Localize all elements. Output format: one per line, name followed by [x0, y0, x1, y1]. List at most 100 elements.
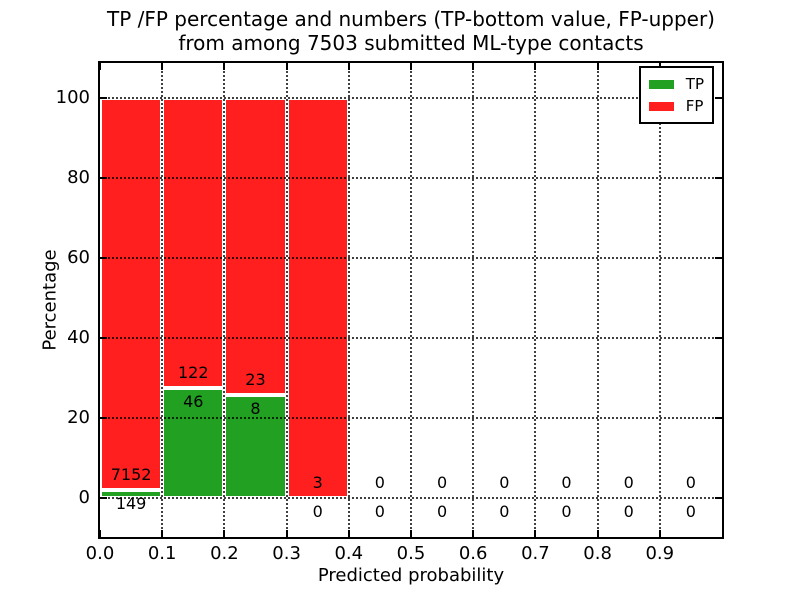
x-tick-top: [223, 63, 226, 70]
y-tick-label: 60: [67, 247, 90, 268]
fp-count-label: 0: [437, 473, 448, 492]
y-tick-label: 0: [78, 487, 90, 508]
x-tick-bottom: [285, 530, 288, 537]
y-tick-right: [715, 257, 722, 259]
y-tick-left: [100, 97, 107, 99]
bar-tp-segment: [224, 394, 287, 498]
x-tick-bottom: [472, 530, 475, 537]
gridline-vertical: [285, 63, 288, 537]
tp-count-label: 0: [437, 502, 448, 521]
tp-count-label: 46: [183, 392, 204, 412]
gridline-vertical: [534, 63, 537, 537]
bar-fp-segment: [286, 98, 349, 498]
gridline-vertical: [410, 63, 412, 537]
x-tick-bottom: [161, 530, 164, 537]
legend-swatch-tp-icon: [648, 79, 674, 89]
y-tick-right: [715, 337, 722, 339]
y-tick-left: [100, 497, 107, 499]
x-tick-bottom: [410, 530, 412, 537]
x-tick-label: 0.5: [396, 543, 426, 564]
chart-title-line1: TP /FP percentage and numbers (TP-bottom…: [107, 7, 715, 31]
x-tick-label: 0.9: [645, 543, 675, 564]
gridline-horizontal: [100, 417, 722, 419]
x-tick-label: 0.3: [272, 543, 301, 564]
x-tick-top: [347, 63, 350, 70]
plot-frame: [98, 61, 724, 539]
fp-count-label: 0: [561, 473, 572, 492]
legend-entry-tp: TP: [648, 73, 704, 95]
tp-count-label: 0: [623, 502, 634, 521]
x-tick-top: [472, 63, 475, 70]
legend: TP FP: [638, 66, 714, 124]
gridline-horizontal: [100, 337, 722, 339]
gridline-horizontal: [100, 497, 722, 499]
bar-tp-segment: [162, 388, 225, 498]
fp-count-label: 122: [178, 363, 209, 383]
tp-count-label: 0: [561, 502, 572, 521]
x-tick-bottom: [99, 530, 101, 537]
tp-count-label: 0: [312, 502, 323, 521]
gridline-vertical: [472, 63, 475, 537]
y-tick-left: [100, 177, 107, 179]
y-tick-right: [715, 497, 722, 499]
x-tick-bottom: [658, 530, 661, 537]
tp-count-label: 149: [115, 493, 147, 513]
legend-entry-fp: FP: [648, 95, 704, 117]
y-tick-label: 100: [55, 87, 90, 108]
y-tick-right: [715, 97, 722, 99]
x-tick-top: [596, 63, 599, 70]
tp-count-label: 0: [374, 502, 385, 521]
fp-count-label: 0: [623, 473, 634, 492]
tp-count-label: 0: [499, 502, 510, 521]
y-tick-label: 40: [67, 327, 90, 348]
x-tick-label: 0.0: [85, 543, 115, 564]
gridline-horizontal: [100, 257, 722, 259]
x-tick-label: 0.8: [583, 543, 612, 564]
tp-count-label: 0: [685, 502, 696, 521]
legend-label-fp: FP: [685, 96, 704, 115]
y-tick-label: 80: [67, 167, 90, 188]
bar-fp-segment: [100, 98, 163, 490]
y-tick-left: [100, 417, 107, 419]
x-tick-bottom: [223, 530, 226, 537]
gridline-horizontal: [100, 97, 722, 99]
legend-label-tp: TP: [685, 74, 704, 93]
x-tick-label: 0.2: [210, 543, 239, 564]
gridline-vertical: [223, 63, 226, 537]
fp-count-label: 7152: [110, 464, 152, 484]
y-tick-left: [100, 257, 107, 259]
x-tick-label: 0.4: [334, 543, 364, 564]
fp-count-label: 3: [312, 473, 323, 492]
fp-count-label: 23: [245, 369, 266, 389]
x-tick-top: [99, 63, 101, 70]
x-tick-label: 0.7: [521, 543, 550, 564]
chart-title-line2: from among 7503 submitted ML-type contac…: [178, 31, 644, 55]
fp-count-label: 0: [374, 473, 385, 492]
y-tick-right: [715, 177, 722, 179]
gridline-vertical: [658, 63, 661, 537]
y-tick-label: 20: [67, 407, 90, 428]
x-axis-label: Predicted probability: [317, 565, 505, 586]
gridline-vertical: [596, 63, 599, 537]
x-tick-top: [410, 63, 412, 70]
x-tick-bottom: [534, 530, 537, 537]
plot-area: TP FP 7152 149 122 46 23 8 3 0 0 0 0 0 0 0 0 0 0 0 0 0: [99, 63, 722, 537]
chart-title: TP /FP percentage and numbers (TP-bottom…: [100, 7, 722, 55]
x-tick-label: 0.6: [458, 543, 488, 564]
bar-fp-segment: [162, 98, 225, 389]
x-tick-label: 0.1: [147, 543, 177, 564]
fp-count-label: 0: [499, 473, 510, 492]
x-tick-bottom: [596, 530, 599, 537]
bar-fp-segment: [224, 98, 287, 395]
gridline-horizontal: [100, 177, 722, 179]
gridline-vertical: [161, 63, 164, 537]
tp-count-label: 8: [250, 398, 261, 418]
y-tick-left: [100, 337, 107, 339]
x-tick-bottom: [347, 530, 350, 537]
x-tick-top: [161, 63, 164, 70]
bar-tp-segment: [100, 489, 163, 498]
x-tick-top: [285, 63, 288, 70]
legend-swatch-fp-icon: [648, 101, 674, 111]
y-tick-right: [715, 417, 722, 419]
